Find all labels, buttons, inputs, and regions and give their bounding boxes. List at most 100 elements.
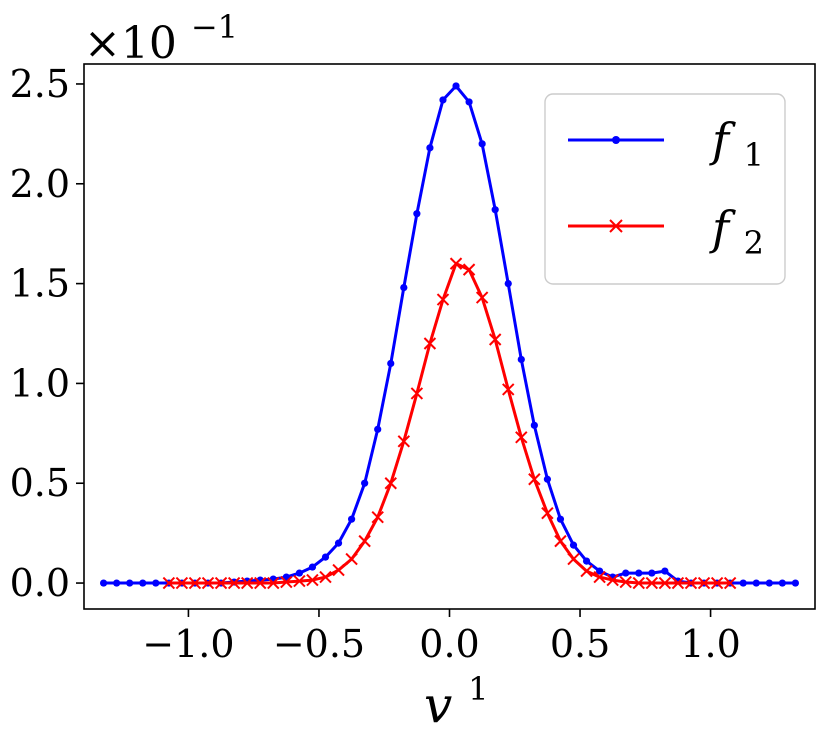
data-point-f2 xyxy=(697,576,711,590)
data-point-f2 xyxy=(515,431,528,444)
data-point-f1 xyxy=(413,210,421,218)
scale-label: ×10 −1 xyxy=(84,8,238,69)
data-point-f2 xyxy=(528,473,541,486)
data-point-f2 xyxy=(449,257,463,270)
scale-label-exponent: −1 xyxy=(191,8,238,46)
data-point-f1 xyxy=(334,539,343,547)
data-point-f1 xyxy=(791,579,800,587)
data-point-f1 xyxy=(778,579,786,587)
data-point-f1 xyxy=(582,557,591,565)
data-point-f1 xyxy=(517,355,525,364)
data-point-f2 xyxy=(306,573,319,587)
y-tick-label: 2.5 xyxy=(10,62,70,106)
data-point-f1 xyxy=(113,579,121,587)
x-tick-label: 1.0 xyxy=(680,622,740,666)
data-point-f1 xyxy=(739,579,747,587)
data-point-f2 xyxy=(267,576,280,590)
data-point-f1 xyxy=(765,579,773,587)
data-point-f1 xyxy=(139,579,147,587)
data-point-f2 xyxy=(254,576,267,590)
data-point-f1 xyxy=(308,563,317,571)
data-point-f2 xyxy=(332,563,345,577)
data-point-f1 xyxy=(321,553,330,561)
data-point-f2 xyxy=(619,575,632,589)
data-point-f1 xyxy=(635,569,643,577)
legend-f2-label: f 2 xyxy=(709,201,764,262)
data-point-f1 xyxy=(622,569,630,577)
data-point-f2 xyxy=(162,576,176,590)
data-point-f2 xyxy=(488,333,502,346)
data-point-f2 xyxy=(423,337,437,350)
data-point-f1 xyxy=(752,579,760,587)
data-point-f1 xyxy=(530,421,538,429)
data-point-f1 xyxy=(596,567,604,575)
legend-f1-marker xyxy=(612,136,620,144)
data-point-f2 xyxy=(567,552,580,566)
data-point-f1 xyxy=(347,515,356,523)
data-point-f2 xyxy=(319,570,332,584)
data-point-f1 xyxy=(491,206,499,214)
data-point-f1 xyxy=(556,515,565,523)
data-point-f1 xyxy=(439,96,447,104)
x-axis-label-sup: 1 xyxy=(468,670,488,708)
series-line-f2 xyxy=(168,262,731,585)
data-point-f2 xyxy=(658,576,672,590)
data-point-f2 xyxy=(188,576,202,590)
data-point-f1 xyxy=(152,579,160,587)
y-tick-label: 1.0 xyxy=(10,361,70,405)
data-point-f1 xyxy=(465,98,473,106)
data-point-f1 xyxy=(374,425,382,433)
data-point-f2 xyxy=(684,576,698,590)
x-tick-label: 0.0 xyxy=(419,622,479,666)
data-point-f2 xyxy=(723,576,737,590)
x-tick-label: −1.0 xyxy=(142,622,234,666)
data-point-f1 xyxy=(126,579,134,587)
data-point-f2 xyxy=(632,576,645,590)
legend-f2-main: f xyxy=(709,201,736,255)
y-tick-label: 2.0 xyxy=(10,162,70,206)
legend-f1-sub: 1 xyxy=(744,136,764,174)
data-point-f2 xyxy=(593,570,606,584)
data-point-f2 xyxy=(606,573,619,587)
data-point-f2 xyxy=(358,534,371,548)
data-point-f2 xyxy=(554,534,567,548)
data-point-f2 xyxy=(240,576,254,590)
data-point-f1 xyxy=(426,144,434,152)
legend-f1-label: f 1 xyxy=(709,113,764,174)
data-point-f2 xyxy=(293,574,306,588)
data-point-f1 xyxy=(361,479,369,487)
data-point-f1 xyxy=(295,569,303,577)
legend-f2-sub: 2 xyxy=(744,224,764,262)
scale-label-base: ×10 xyxy=(84,18,177,69)
data-point-f2 xyxy=(410,387,424,400)
data-point-f1 xyxy=(648,569,656,577)
y-tick-label: 0.5 xyxy=(10,461,70,505)
data-point-f2 xyxy=(397,435,411,448)
data-point-f1 xyxy=(400,283,408,292)
data-point-f2 xyxy=(462,263,476,276)
data-point-f2 xyxy=(384,477,397,490)
legend-f2-marker xyxy=(609,219,623,233)
data-point-f1 xyxy=(569,541,578,549)
data-point-f1 xyxy=(478,140,486,148)
data-point-f1 xyxy=(387,359,395,368)
data-point-f2 xyxy=(175,576,189,590)
ticks-layer: −1.0 −0.5 0.0 0.5 1.0 0.0 0.5 1.0 1.5 2.0 2.5 xyxy=(10,62,741,666)
data-point-f1 xyxy=(504,279,512,288)
data-point-f2 xyxy=(580,564,593,578)
data-point-f1 xyxy=(543,475,552,483)
x-tick-label: 0.5 xyxy=(550,622,610,666)
data-point-f2 xyxy=(502,383,515,396)
data-point-f1 xyxy=(99,579,108,587)
data-point-f2 xyxy=(227,576,241,590)
y-tick-label: 0.0 xyxy=(10,561,70,605)
data-point-f2 xyxy=(280,575,293,589)
data-point-f2 xyxy=(436,293,450,306)
x-axis-label: v 1 xyxy=(424,670,489,734)
legend: f 1 f 2 xyxy=(544,93,786,285)
legend-f1-main: f xyxy=(709,113,736,167)
data-point-f2 xyxy=(371,510,384,524)
data-point-f1 xyxy=(661,567,669,575)
data-point-f2 xyxy=(541,506,554,520)
